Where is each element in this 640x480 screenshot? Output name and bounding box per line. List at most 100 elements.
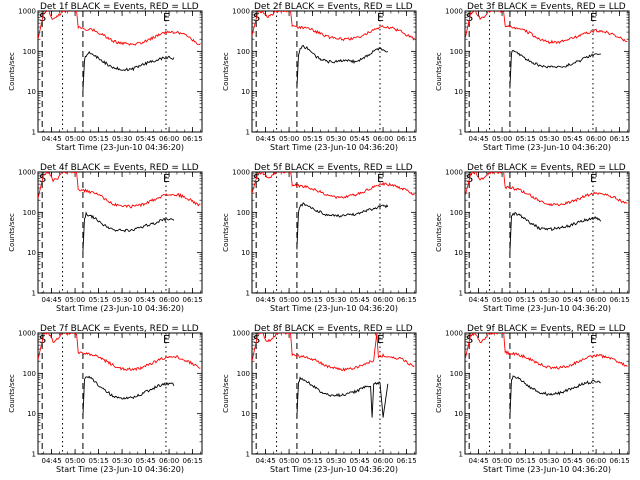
x-tick-label: 04:45: [468, 135, 488, 143]
x-tick-label: 05:45: [135, 457, 155, 465]
panel-det-4: Det 4f BLACK = Events, RED = LLD 1 10 100 10…: [8, 163, 203, 313]
y-tick-label: 1000: [18, 330, 36, 338]
x-tick-label: 05:15: [302, 135, 322, 143]
x-tick-label: 06:15: [183, 296, 203, 304]
x-tick-label: 05:00: [279, 135, 299, 143]
y-tick-label: 1000: [18, 8, 36, 16]
panel-title: Det 7f BLACK = Events, RED = LLD: [40, 324, 199, 334]
y-tick-label: 1: [459, 129, 463, 137]
series-line-events: [509, 211, 602, 253]
y-tick-label: 10: [454, 249, 463, 257]
x-tick-label: 06:00: [159, 457, 179, 465]
y-tick-label: 1: [459, 451, 463, 459]
series-line-lld: [465, 172, 628, 207]
y-tick-label: 100: [450, 370, 463, 378]
x-tick-label: 05:45: [562, 457, 582, 465]
series-line-events: [509, 49, 601, 89]
series-line-events: [82, 51, 175, 92]
x-tick-label: 04:45: [255, 457, 275, 465]
plot-frame: [251, 332, 417, 455]
series-line-lld: [38, 11, 201, 46]
x-tick-label: 06:00: [373, 135, 393, 143]
x-tick-label: 06:00: [159, 135, 179, 143]
series-line-lld: [38, 172, 201, 209]
y-tick-label: 10: [241, 88, 250, 96]
y-tick-label: 1: [246, 290, 250, 298]
y-tick-label: 1000: [445, 8, 463, 16]
x-axis-label: Start Time (23-Jun-10 04:36:20): [56, 465, 184, 474]
y-tick-label: 1: [246, 129, 250, 137]
x-tick-label: 06:00: [586, 457, 606, 465]
x-tick-label: 04:45: [255, 296, 275, 304]
x-tick-label: 05:15: [515, 135, 535, 143]
x-tick-label: 04:45: [41, 457, 61, 465]
y-tick-label: 1000: [445, 330, 463, 338]
panel-title: Det 9f BLACK = Events, RED = LLD: [467, 324, 626, 334]
series-line-events: [509, 375, 601, 418]
y-axis-label: Counts/sec: [222, 52, 230, 91]
plot-frame: [464, 10, 630, 133]
panel-det-8: Det 8f BLACK = Events, RED = LLD 1 10 100 10…: [222, 324, 417, 474]
x-tick-label: 05:00: [279, 457, 299, 465]
marker-label: E: [590, 172, 597, 185]
y-axis-label: Counts/sec: [435, 52, 443, 91]
x-tick-label: 05:45: [135, 135, 155, 143]
x-tick-label: 05:00: [65, 457, 85, 465]
marker-label: E: [377, 11, 384, 24]
x-tick-label: 06:00: [586, 296, 606, 304]
plot-frame: [37, 171, 203, 294]
x-axis-label: Start Time (23-Jun-10 04:36:20): [483, 143, 611, 152]
y-tick-label: 100: [23, 370, 36, 378]
y-axis-label: Counts/sec: [435, 213, 443, 252]
y-tick-label: 1000: [232, 330, 250, 338]
x-tick-label: 05:15: [515, 296, 535, 304]
x-tick-label: 05:00: [492, 296, 512, 304]
plot-frame: [464, 332, 630, 455]
x-tick-label: 06:00: [159, 296, 179, 304]
y-tick-label: 10: [27, 88, 36, 96]
y-tick-label: 1000: [232, 8, 250, 16]
y-tick-label: 10: [454, 410, 463, 418]
x-tick-label: 05:45: [349, 135, 369, 143]
panel-title: Det 4f BLACK = Events, RED = LLD: [40, 163, 199, 173]
marker-label: E: [163, 333, 170, 346]
panel-det-1: Det 1f BLACK = Events, RED = LLD 1 10 100 10…: [8, 2, 203, 152]
x-tick-label: 05:00: [65, 296, 85, 304]
panel-det-7: Det 7f BLACK = Events, RED = LLD 1 10 100 10…: [8, 324, 203, 474]
x-tick-label: 06:15: [397, 135, 417, 143]
plot-frame: [251, 171, 417, 294]
x-axis-label: Start Time (23-Jun-10 04:36:20): [270, 465, 398, 474]
x-tick-label: 06:15: [610, 135, 630, 143]
plot-frame: [37, 10, 203, 133]
y-axis-label: Counts/sec: [8, 374, 16, 413]
x-tick-label: 06:15: [610, 296, 630, 304]
x-tick-label: 04:45: [468, 296, 488, 304]
marker-label: E: [163, 172, 170, 185]
panel-det-6: Det 6f BLACK = Events, RED = LLD 1 10 100 10…: [435, 163, 630, 313]
y-tick-label: 1: [459, 290, 463, 298]
plot-frame: [464, 171, 630, 294]
x-tick-label: 05:30: [112, 457, 132, 465]
x-tick-label: 05:00: [65, 135, 85, 143]
y-tick-label: 1: [32, 451, 36, 459]
x-tick-label: 06:15: [183, 457, 203, 465]
x-tick-label: 05:00: [492, 135, 512, 143]
x-tick-label: 05:15: [302, 296, 322, 304]
x-tick-label: 05:15: [88, 135, 108, 143]
x-axis-label: Start Time (23-Jun-10 04:36:20): [56, 304, 184, 313]
x-tick-label: 05:45: [562, 296, 582, 304]
x-tick-label: 04:45: [468, 457, 488, 465]
x-tick-label: 06:15: [397, 457, 417, 465]
panel-title: Det 3f BLACK = Events, RED = LLD: [467, 2, 626, 12]
y-tick-label: 100: [237, 48, 250, 56]
x-tick-label: 05:45: [562, 135, 582, 143]
y-tick-label: 100: [237, 209, 250, 217]
x-axis-label: Start Time (23-Jun-10 04:36:20): [56, 143, 184, 152]
x-axis-label: Start Time (23-Jun-10 04:36:20): [270, 143, 398, 152]
y-axis-label: Counts/sec: [435, 374, 443, 413]
x-tick-label: 06:00: [586, 135, 606, 143]
x-tick-label: 04:45: [41, 296, 61, 304]
x-tick-label: 05:00: [279, 296, 299, 304]
x-tick-label: 05:30: [112, 135, 132, 143]
x-axis-label: Start Time (23-Jun-10 04:36:20): [483, 304, 611, 313]
